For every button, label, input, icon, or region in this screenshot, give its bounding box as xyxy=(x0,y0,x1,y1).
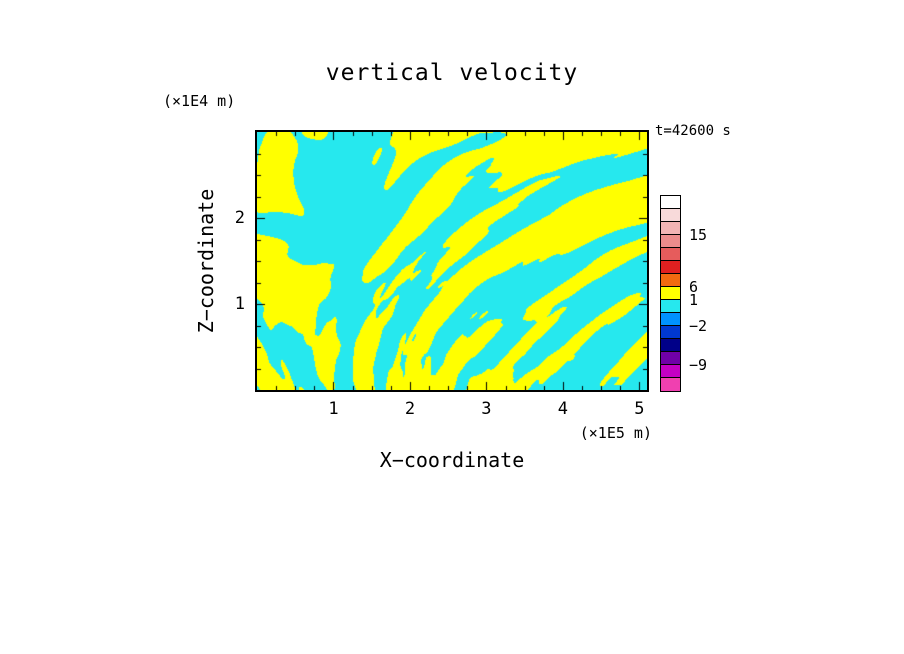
colorbar-tick-label: −2 xyxy=(689,317,708,335)
colorbar-tick-label: 6 xyxy=(689,278,699,296)
colorbar-segment xyxy=(661,248,680,261)
y-axis-units-label: (×1E4 m) xyxy=(163,92,236,110)
colorbar xyxy=(660,195,681,392)
timestamp-label: t=42600 s xyxy=(655,123,731,139)
colorbar-segment xyxy=(661,313,680,326)
colorbar-segment xyxy=(661,196,680,209)
plot-area xyxy=(255,130,649,392)
colorbar-segment xyxy=(661,326,680,339)
x-tick-label: 4 xyxy=(557,399,568,419)
x-axis-title: X−coordinate xyxy=(379,448,525,472)
y-tick-label: 1 xyxy=(234,294,245,314)
colorbar-segment xyxy=(661,261,680,274)
x-tick-label: 2 xyxy=(404,399,416,419)
colorbar-segment xyxy=(661,222,680,235)
colorbar-tick-label: −9 xyxy=(689,356,708,374)
colorbar-segment xyxy=(661,209,680,222)
x-tick-label: 1 xyxy=(328,399,339,419)
x-tick-label: 5 xyxy=(634,399,645,419)
colorbar-segment xyxy=(661,300,680,313)
colorbar-segment xyxy=(661,287,680,300)
velocity-field-canvas xyxy=(257,132,647,390)
colorbar-segment xyxy=(661,365,680,378)
colorbar-tick-label: 1 xyxy=(689,291,699,309)
colorbar-segment xyxy=(661,235,680,248)
x-axis-units-label: (×1E5 m) xyxy=(579,424,652,442)
colorbar-segment xyxy=(661,378,680,391)
colorbar-tick-label: 15 xyxy=(689,226,708,244)
y-tick-label: 2 xyxy=(234,208,245,228)
colorbar-segment xyxy=(661,274,680,287)
x-tick-label: 3 xyxy=(481,399,492,419)
colorbar-segment xyxy=(661,339,680,352)
colorbar-segment xyxy=(661,352,680,365)
chart-title: vertical velocity xyxy=(325,60,579,86)
